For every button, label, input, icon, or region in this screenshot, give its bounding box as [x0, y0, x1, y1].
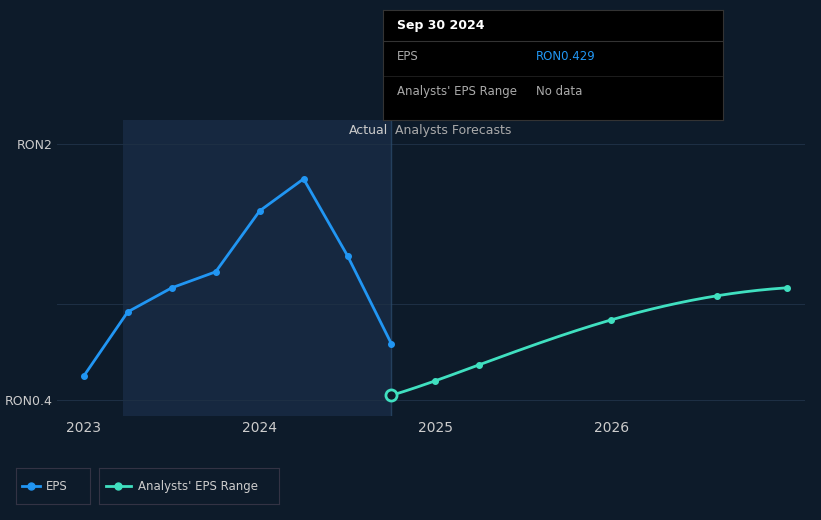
- Text: Actual: Actual: [349, 124, 388, 137]
- Text: Analysts' EPS Range: Analysts' EPS Range: [138, 479, 259, 493]
- Text: RON0.429: RON0.429: [536, 49, 596, 62]
- Bar: [122, 120, 392, 416]
- Text: EPS: EPS: [46, 479, 67, 493]
- Text: EPS: EPS: [397, 49, 419, 62]
- Text: Sep 30 2024: Sep 30 2024: [397, 19, 484, 32]
- Text: Analysts' EPS Range: Analysts' EPS Range: [397, 85, 516, 98]
- Text: No data: No data: [536, 85, 582, 98]
- Text: Analysts Forecasts: Analysts Forecasts: [395, 124, 511, 137]
